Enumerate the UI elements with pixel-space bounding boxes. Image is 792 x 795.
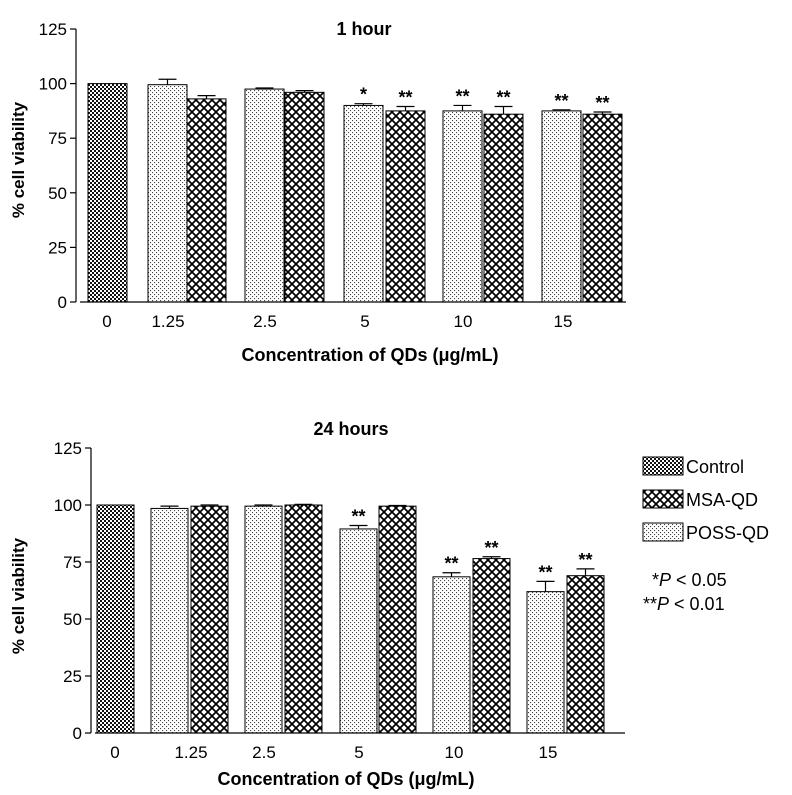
bar-5-msa-qd (385, 110, 426, 303)
x-tick-label-10: 10 (454, 312, 473, 331)
y-tick-label-75: 75 (63, 553, 82, 572)
y-tick-label-75: 75 (48, 129, 67, 148)
bar-10-msa-qd (483, 113, 524, 303)
bar-15-msa-qd-significance: ** (595, 93, 609, 113)
legend-label-control: Control (686, 457, 744, 477)
significance-note-line-1: *P < 0.05 (652, 570, 727, 590)
bar-0-control (87, 83, 128, 303)
legend-label-poss-qd: POSS-QD (686, 523, 769, 543)
bar-2-5-poss-qd (244, 88, 285, 303)
y-tick-label-125: 125 (39, 20, 67, 39)
bar-15-poss-qd-significance: ** (538, 562, 552, 582)
y-tick-label-0: 0 (73, 724, 82, 743)
significance-note-line-2: **P < 0.01 (643, 594, 725, 614)
x-tick-label-0: 0 (110, 743, 119, 762)
x-tick-label-1-25: 1.25 (151, 312, 184, 331)
significance-note: *P < 0.05 **P < 0.01 (643, 570, 727, 614)
bar-5-poss-qd (343, 104, 384, 303)
y-axis-label: % cell viability (9, 101, 28, 218)
legend: Control MSA-QD POSS-QD (642, 456, 769, 543)
legend-swatch-poss-qd (642, 522, 684, 542)
bar-5-poss-qd-significance: ** (351, 507, 365, 527)
x-tick-label-5: 5 (354, 743, 363, 762)
x-axis-label: Concentration of QDs (μg/mL) (241, 345, 498, 365)
chart-title: 24 hours (313, 419, 388, 439)
legend-swatch-msa-qd (642, 489, 684, 509)
bar-15-msa-qd-significance: ** (578, 550, 592, 570)
bar-1-25-msa-qd (186, 98, 227, 303)
bar-0-control (96, 504, 135, 734)
legend-label-msa-qd: MSA-QD (686, 490, 758, 510)
x-tick-label-2-5: 2.5 (252, 743, 276, 762)
bar-10-msa-qd (472, 558, 511, 734)
bar-2-5-msa-qd (284, 504, 323, 734)
bar-10-poss-qd-significance: ** (444, 554, 458, 574)
plot-area: ** ** ** ** ** 0 25 50 75 100 125 0 1.25 2.5 5 10 15 (54, 439, 625, 762)
chart-24-hours: 24 hours % cell viability Concentration … (9, 419, 625, 789)
x-tick-label-10: 10 (445, 743, 464, 762)
y-tick-label-100: 100 (39, 75, 67, 94)
x-tick-label-5: 5 (360, 312, 369, 331)
bar-15-poss-qd (526, 591, 565, 734)
y-axis-label: % cell viability (9, 537, 28, 654)
legend-item-poss-qd: POSS-QD (642, 522, 769, 543)
bar-1-25-msa-qd (190, 505, 229, 734)
bar-5-poss-qd-significance: * (360, 85, 367, 105)
y-tick-label-0: 0 (58, 293, 67, 312)
bar-2-5-poss-qd (244, 505, 283, 734)
bar-1-25-poss-qd (147, 84, 188, 303)
legend-swatch-control (642, 456, 684, 476)
x-tick-label-1-25: 1.25 (174, 743, 207, 762)
y-tick-label-100: 100 (54, 496, 82, 515)
bar-10-poss-qd (442, 110, 483, 303)
x-tick-label-15: 15 (554, 312, 573, 331)
x-tick-label-0: 0 (102, 312, 111, 331)
bar-2-5-msa-qd (284, 91, 325, 303)
x-axis-label: Concentration of QDs (μg/mL) (217, 769, 474, 789)
chart-1-hour: 1 hour % cell viability Concentration of… (9, 19, 626, 365)
x-tick-label-15: 15 (539, 743, 558, 762)
bar-10-poss-qd (432, 576, 471, 734)
x-tick-label-2-5: 2.5 (253, 312, 277, 331)
legend-item-msa-qd: MSA-QD (642, 489, 758, 510)
legend-item-control: Control (642, 456, 744, 477)
chart-title: 1 hour (336, 19, 391, 39)
bar-15-poss-qd (541, 110, 582, 303)
bar-5-poss-qd (339, 528, 378, 734)
y-tick-label-50: 50 (48, 184, 67, 203)
bar-15-msa-qd (582, 113, 623, 303)
y-tick-label-25: 25 (63, 667, 82, 686)
bar-10-msa-qd-significance: ** (496, 88, 510, 108)
bar-15-poss-qd-significance: ** (554, 91, 568, 111)
bar-5-msa-qd (378, 505, 417, 734)
bar-1-25-poss-qd (150, 507, 189, 734)
y-tick-label-125: 125 (54, 439, 82, 458)
bar-10-msa-qd-significance: ** (484, 538, 498, 558)
bar-5-msa-qd-significance: ** (398, 88, 412, 108)
y-tick-label-50: 50 (63, 610, 82, 629)
bar-15-msa-qd (566, 575, 605, 734)
y-tick-label-25: 25 (48, 238, 67, 257)
bar-10-poss-qd-significance: ** (455, 86, 469, 106)
